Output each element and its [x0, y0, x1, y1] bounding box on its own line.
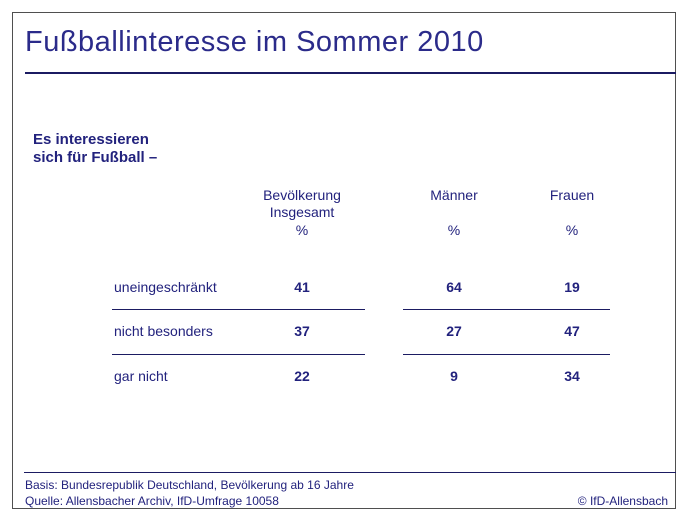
value-cell-women: 34 [564, 368, 580, 384]
basis-text: Basis: Bundesrepublik Deutschland, Bevöl… [25, 478, 354, 492]
row-separator-right-2 [403, 354, 610, 355]
column-header-men: Männer [430, 187, 478, 203]
intro-text: Es interessieren sich für Fußball – [33, 131, 157, 167]
row-label: nicht besonders [114, 323, 213, 339]
row-separator-left-1 [112, 309, 365, 310]
page-title: Fußballinteresse im Sommer 2010 [25, 26, 484, 58]
value-cell-men: 27 [446, 323, 462, 339]
source-text: Quelle: Allensbacher Archiv, IfD-Umfrage… [25, 494, 279, 508]
table-row-uneingeschraenkt: uneingeschränkt 41 64 19 [0, 279, 689, 299]
value-cell-men: 64 [446, 279, 462, 295]
row-label: uneingeschränkt [114, 279, 217, 295]
percent-sign-men: % [447, 222, 461, 238]
column-header-population-line1: Bevölkerung [263, 187, 341, 203]
column-header-population-line2: Insgesamt [269, 204, 335, 220]
slide-border-frame [12, 12, 676, 509]
table-row-gar-nicht: gar nicht 22 9 34 [0, 368, 689, 388]
percent-sign-women: % [565, 222, 579, 238]
table-row-nicht-besonders: nicht besonders 37 27 47 [0, 323, 689, 343]
title-underline [25, 72, 676, 74]
value-cell-population: 41 [294, 279, 310, 295]
value-cell-men: 9 [450, 368, 458, 384]
intro-line-1: Es interessieren [33, 131, 149, 148]
row-label: gar nicht [114, 368, 168, 384]
value-cell-population: 37 [294, 323, 310, 339]
value-cell-population: 22 [294, 368, 310, 384]
value-cell-women: 19 [564, 279, 580, 295]
percent-sign-population: % [295, 222, 309, 238]
copyright-text: © IfD-Allensbach [577, 494, 668, 508]
column-header-women: Frauen [549, 187, 595, 203]
footer-divider [24, 472, 676, 473]
value-cell-women: 47 [564, 323, 580, 339]
column-header-population: Bevölkerung Insgesamt [227, 187, 377, 221]
row-separator-left-2 [112, 354, 365, 355]
row-separator-right-1 [403, 309, 610, 310]
intro-line-2: sich für Fußball – [33, 149, 158, 166]
